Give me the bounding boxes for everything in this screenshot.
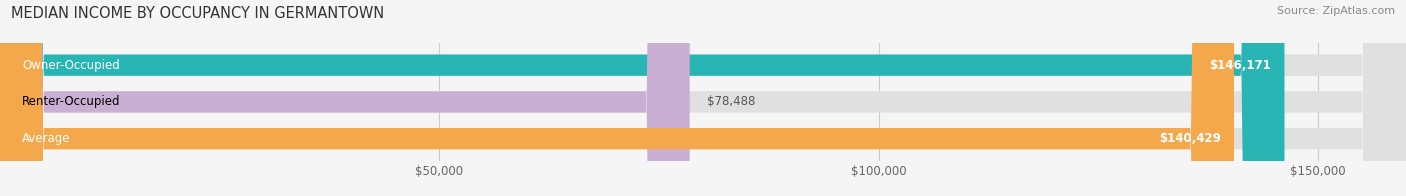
Text: Owner-Occupied: Owner-Occupied: [22, 59, 120, 72]
FancyBboxPatch shape: [0, 0, 1234, 196]
Text: $140,429: $140,429: [1159, 132, 1220, 145]
Text: Source: ZipAtlas.com: Source: ZipAtlas.com: [1277, 6, 1395, 16]
Text: $146,171: $146,171: [1209, 59, 1271, 72]
Text: MEDIAN INCOME BY OCCUPANCY IN GERMANTOWN: MEDIAN INCOME BY OCCUPANCY IN GERMANTOWN: [11, 6, 384, 21]
FancyBboxPatch shape: [0, 0, 1285, 196]
Text: $78,488: $78,488: [707, 95, 755, 108]
FancyBboxPatch shape: [0, 0, 690, 196]
Text: Renter-Occupied: Renter-Occupied: [22, 95, 121, 108]
Text: Average: Average: [22, 132, 70, 145]
